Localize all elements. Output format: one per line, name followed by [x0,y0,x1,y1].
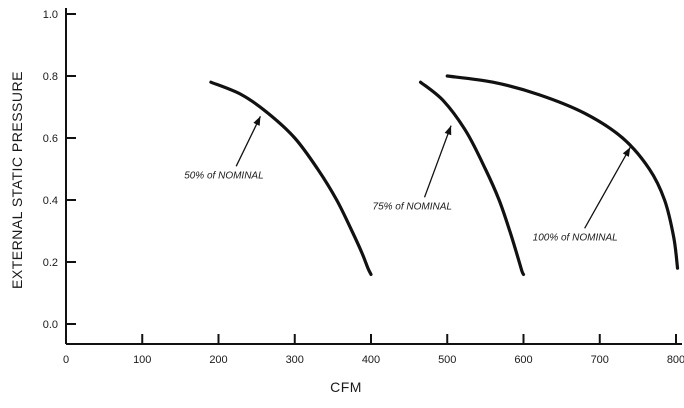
y-tick-label: 0.6 [43,133,58,145]
y-tick-label: 0.8 [43,71,58,83]
x-tick-label: 600 [514,354,532,366]
x-tick-label: 100 [133,354,151,366]
y-tick-label: 1.0 [43,9,58,21]
series-curve-2 [418,80,526,276]
x-tick-label: 0 [63,354,69,366]
series-curve-1 [209,80,373,276]
annotation-label: 75% of NOMINAL [373,201,452,212]
annotation-layer: 50% of NOMINAL 75% of NOMINAL 100% of NOMI… [184,116,631,243]
arrow-head [444,125,452,136]
annotation-label: 100% of NOMINAL [533,232,618,243]
y-tick-label: 0.4 [43,195,58,207]
x-axis-label: CFM [330,379,362,395]
y-tick-label: 0.0 [43,319,58,331]
y-axis-label: EXTERNAL STATIC PRESSURE [9,71,25,289]
axes: 0 100 200 300 400 500 600 700 800 0.0 0.2 0.4 0.6 0.8… [43,8,684,366]
arrow-head [622,147,631,157]
series-curve-3 [445,74,680,270]
y-tick-label: 0.2 [43,257,58,269]
annotation-arrow [584,146,631,229]
x-tick-label: 500 [438,354,456,366]
x-tick-label: 200 [209,354,227,366]
x-tick-label: 300 [286,354,304,366]
annotation-label: 50% of NOMINAL [184,170,263,181]
arrow-head [253,116,261,126]
series-layer [209,74,680,276]
x-tick-label: 800 [667,354,684,366]
x-tick-label: 700 [591,354,609,366]
x-tick-label: 400 [362,354,380,366]
annotation-arrow [423,125,452,198]
annotation-arrow [235,116,262,167]
